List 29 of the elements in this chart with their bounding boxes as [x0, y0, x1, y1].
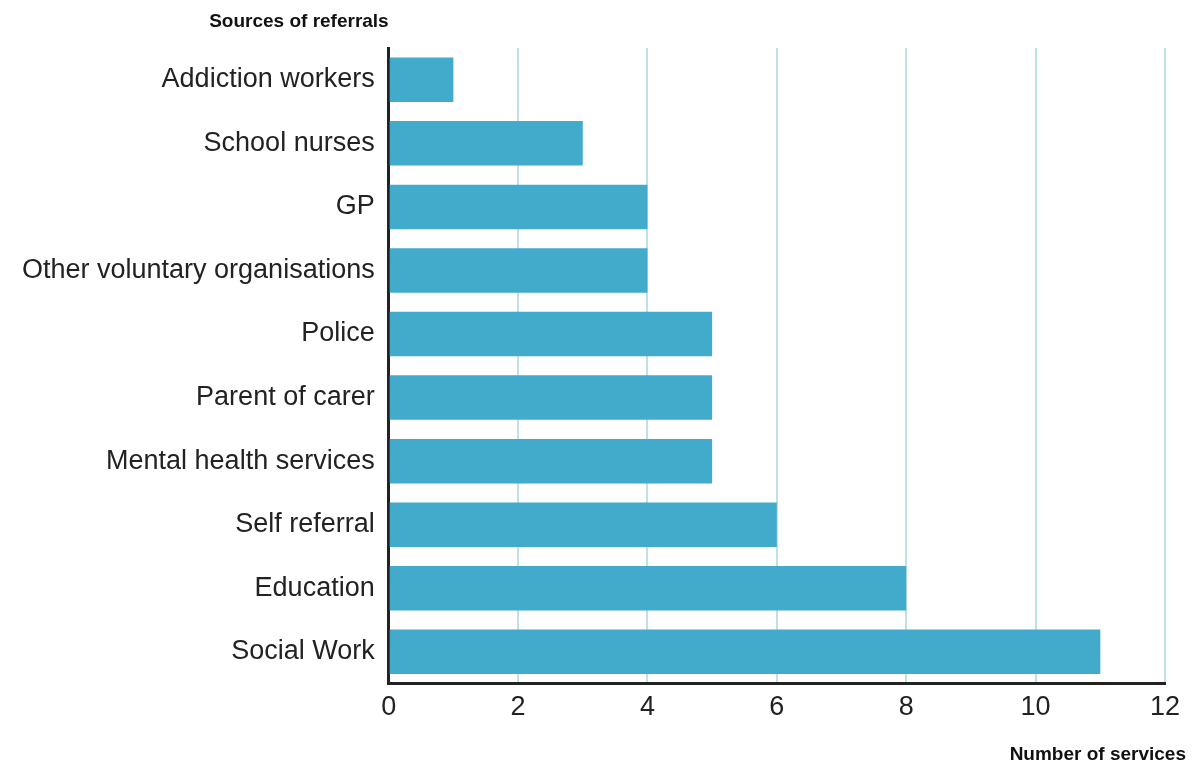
bar — [389, 566, 907, 611]
bar — [389, 629, 1101, 675]
x-tick-label: 12 — [1149, 691, 1181, 722]
bar — [389, 248, 648, 293]
y-tick-label: Other voluntary organisations — [22, 253, 375, 284]
x-tick-label: 2 — [510, 691, 526, 722]
bar — [389, 375, 713, 420]
x-tick-label: 10 — [1020, 691, 1051, 722]
y-tick-label: GP — [335, 190, 375, 221]
y-axis-title: Sources of referrals — [209, 9, 389, 31]
y-tick-label: School nurses — [203, 126, 375, 157]
x-tick-label: 6 — [769, 691, 785, 722]
x-tick-label: 8 — [898, 691, 914, 722]
bar — [389, 121, 583, 166]
y-tick-label: Social Work — [231, 635, 376, 666]
x-axis-title: Number of services — [1009, 742, 1186, 764]
bar — [389, 502, 777, 547]
bar — [389, 184, 648, 230]
y-tick-label: Addiction workers — [161, 63, 375, 94]
bar — [389, 438, 713, 484]
x-tick-label: 4 — [639, 691, 655, 722]
x-tick-label: 0 — [381, 691, 397, 722]
y-tick-label: Mental health services — [106, 444, 375, 475]
y-tick-label: Police — [301, 317, 375, 348]
y-tick-label: Education — [254, 571, 375, 602]
y-tick-label: Self referral — [235, 508, 375, 539]
y-tick-label: Parent of carer — [196, 381, 375, 412]
bar — [389, 57, 454, 103]
bar — [389, 311, 713, 357]
